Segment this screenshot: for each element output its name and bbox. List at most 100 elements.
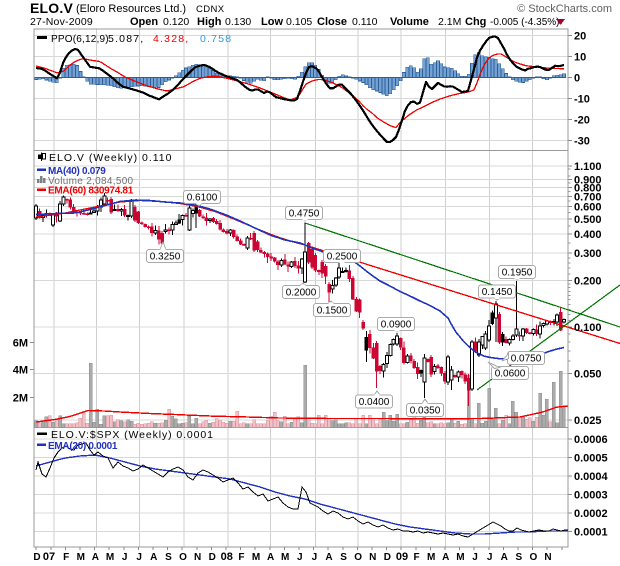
svg-text:2.1M: 2.1M (438, 16, 461, 28)
svg-text:M: M (106, 552, 114, 563)
svg-text:6M: 6M (13, 338, 28, 350)
svg-text:ELO.V: ELO.V (30, 0, 73, 16)
svg-text:0.700: 0.700 (574, 191, 602, 203)
svg-text:10: 10 (574, 52, 586, 64)
svg-text:0.0750: 0.0750 (511, 354, 542, 365)
svg-text:N: N (369, 552, 376, 563)
svg-text:0.0900: 0.0900 (381, 320, 412, 331)
svg-text:O: O (179, 552, 187, 563)
svg-text:O: O (354, 552, 362, 563)
svg-text:D: D (384, 552, 391, 563)
svg-text:0.0003: 0.0003 (574, 490, 608, 502)
svg-text:0.0005: 0.0005 (574, 453, 608, 465)
svg-text:F: F (414, 552, 420, 563)
svg-text:0.130: 0.130 (225, 16, 251, 28)
svg-text:J: J (472, 552, 478, 563)
svg-text:0.1500: 0.1500 (317, 306, 348, 317)
svg-text:S: S (515, 552, 522, 563)
svg-text:0.200: 0.200 (574, 275, 602, 287)
svg-text:CDNX: CDNX (196, 4, 225, 15)
svg-text:© StockCharts.com: © StockCharts.com (517, 3, 612, 15)
svg-text:0.120: 0.120 (163, 16, 189, 28)
svg-text:0.1450: 0.1450 (482, 287, 513, 298)
svg-text:M: M (281, 552, 289, 563)
svg-text:Close: Close (317, 16, 347, 28)
svg-text:J: J (297, 552, 303, 563)
svg-text:A: A (267, 552, 274, 563)
svg-text:N: N (544, 552, 551, 563)
svg-text:J: J (136, 552, 142, 563)
svg-text:0.105: 0.105 (286, 16, 312, 28)
svg-text:0.800: 0.800 (574, 182, 602, 194)
svg-text:-20: -20 (574, 115, 590, 127)
svg-text:(Eloro Resources Ltd.): (Eloro Resources Ltd.) (76, 3, 186, 15)
svg-text:0.400: 0.400 (574, 229, 602, 241)
svg-text:M: M (456, 552, 464, 563)
svg-text:0.0350: 0.0350 (410, 406, 441, 417)
svg-text:-10: -10 (574, 94, 590, 106)
svg-text:M: M (77, 552, 85, 563)
svg-text:0.100: 0.100 (574, 322, 602, 334)
svg-text:J: J (122, 552, 128, 563)
svg-text:0.0002: 0.0002 (574, 508, 608, 520)
svg-text:F: F (238, 552, 244, 563)
svg-text:0.6100: 0.6100 (187, 193, 218, 204)
svg-text:4.328,: 4.328, (153, 33, 189, 45)
svg-text:-0.005 (-4.35%): -0.005 (-4.35%) (490, 17, 559, 28)
svg-text:J: J (312, 552, 318, 563)
svg-text:Open: Open (130, 16, 158, 28)
svg-text:09: 09 (396, 551, 408, 563)
svg-text:0.2500: 0.2500 (327, 252, 358, 263)
svg-text:M: M (252, 552, 260, 563)
svg-text:0.1950: 0.1950 (502, 268, 533, 279)
svg-text:ELO.V (Weekly) 0.110: ELO.V (Weekly) 0.110 (49, 152, 173, 164)
svg-text:0.050: 0.050 (574, 369, 602, 381)
svg-text:20: 20 (574, 31, 586, 43)
svg-text:4M: 4M (13, 365, 28, 377)
svg-text:27-Nov-2009: 27-Nov-2009 (30, 16, 93, 28)
svg-text:0.110: 0.110 (352, 16, 378, 28)
svg-text:S: S (340, 552, 347, 563)
svg-text:ELO.V:$SPX (Weekly) 0.0001: ELO.V:$SPX (Weekly) 0.0001 (51, 429, 214, 441)
svg-text:J: J (487, 552, 493, 563)
svg-text:M: M (427, 552, 435, 563)
svg-text:0.0006: 0.0006 (574, 434, 608, 446)
svg-text:EMA(60) 830974.81: EMA(60) 830974.81 (48, 186, 134, 197)
svg-text:1.100: 1.100 (574, 161, 602, 173)
svg-text:0.500: 0.500 (574, 214, 602, 226)
svg-text:-30: -30 (574, 136, 590, 148)
svg-text:0.758: 0.758 (200, 33, 232, 45)
svg-text:A: A (442, 552, 449, 563)
svg-text:EMA(20) 0.0001: EMA(20) 0.0001 (48, 441, 118, 452)
svg-text:S: S (165, 552, 172, 563)
svg-text:High: High (197, 16, 222, 28)
svg-text:A: A (501, 552, 508, 563)
svg-text:A: A (150, 552, 157, 563)
svg-text:0.3250: 0.3250 (150, 252, 181, 263)
svg-text:0.300: 0.300 (574, 248, 602, 260)
svg-text:0.025: 0.025 (574, 415, 602, 427)
svg-text:2M: 2M (13, 393, 28, 405)
svg-text:D: D (209, 552, 216, 563)
svg-text:Volume 2,084,500: Volume 2,084,500 (48, 176, 134, 187)
svg-text:0.0600: 0.0600 (495, 369, 526, 380)
svg-text:Low: Low (261, 16, 283, 28)
svg-text:D: D (33, 552, 40, 563)
svg-text:08: 08 (221, 551, 233, 563)
svg-text:0.4750: 0.4750 (289, 209, 320, 220)
svg-text:0: 0 (574, 73, 580, 85)
svg-text:5.087,: 5.087, (108, 33, 144, 45)
svg-text:Chg: Chg (465, 16, 486, 28)
svg-text:0.600: 0.600 (574, 202, 602, 214)
svg-text:F: F (63, 552, 69, 563)
svg-text:A: A (92, 552, 99, 563)
svg-text:N: N (194, 552, 201, 563)
svg-text:0.0004: 0.0004 (574, 471, 609, 483)
svg-text:0.2000: 0.2000 (286, 288, 317, 299)
svg-text:0.0001: 0.0001 (574, 527, 608, 539)
svg-text:MA(40) 0.079: MA(40) 0.079 (48, 166, 106, 177)
svg-text:A: A (325, 552, 332, 563)
svg-text:0.0400: 0.0400 (359, 397, 390, 408)
svg-text:Volume: Volume (390, 16, 429, 28)
svg-text:07: 07 (43, 551, 55, 563)
